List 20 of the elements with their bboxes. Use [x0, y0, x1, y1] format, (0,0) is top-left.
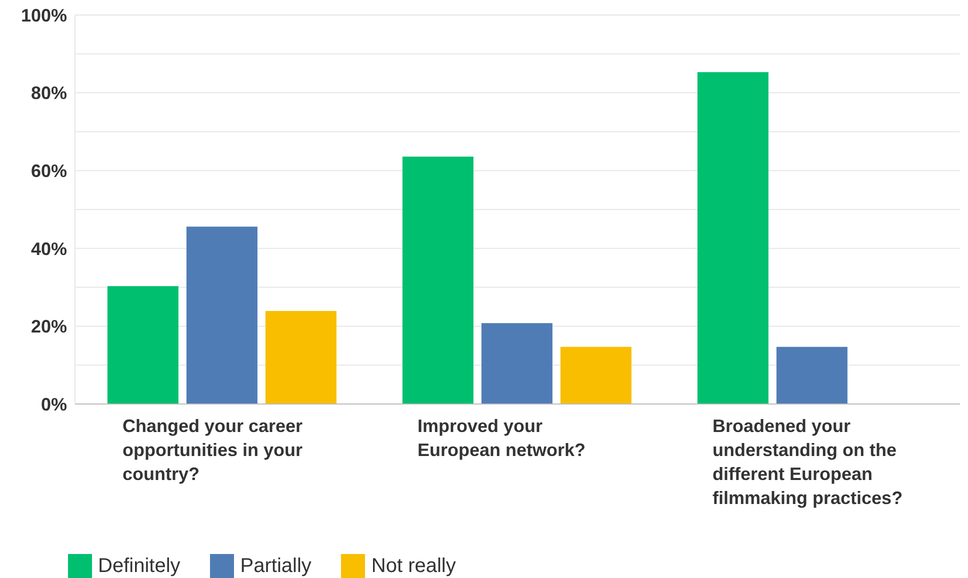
y-tick-label: 40% — [30, 238, 67, 259]
y-tick-label: 0% — [40, 394, 67, 414]
bar — [697, 72, 768, 404]
bar — [186, 226, 258, 404]
x-tick-label: Changed your career opportunities in your country? — [122, 416, 303, 484]
x-tick-label: Improved your European network? — [418, 416, 586, 460]
x-tick-label: Broadened your understanding on the different European filmmaking practices? — [712, 416, 903, 508]
bar — [776, 346, 848, 404]
bar — [402, 156, 474, 404]
y-tick-label: 100% — [20, 5, 67, 26]
legend-label: Partially — [239, 554, 312, 578]
bar — [107, 286, 178, 404]
legend-label: Definitely — [97, 554, 180, 578]
bar — [265, 311, 336, 404]
y-tick-label: 80% — [30, 83, 67, 104]
y-tick-label: 60% — [30, 160, 67, 181]
bar — [560, 346, 632, 404]
legend-label: Not really — [370, 554, 456, 578]
y-tick-label: 20% — [30, 316, 67, 337]
bar — [481, 323, 552, 404]
